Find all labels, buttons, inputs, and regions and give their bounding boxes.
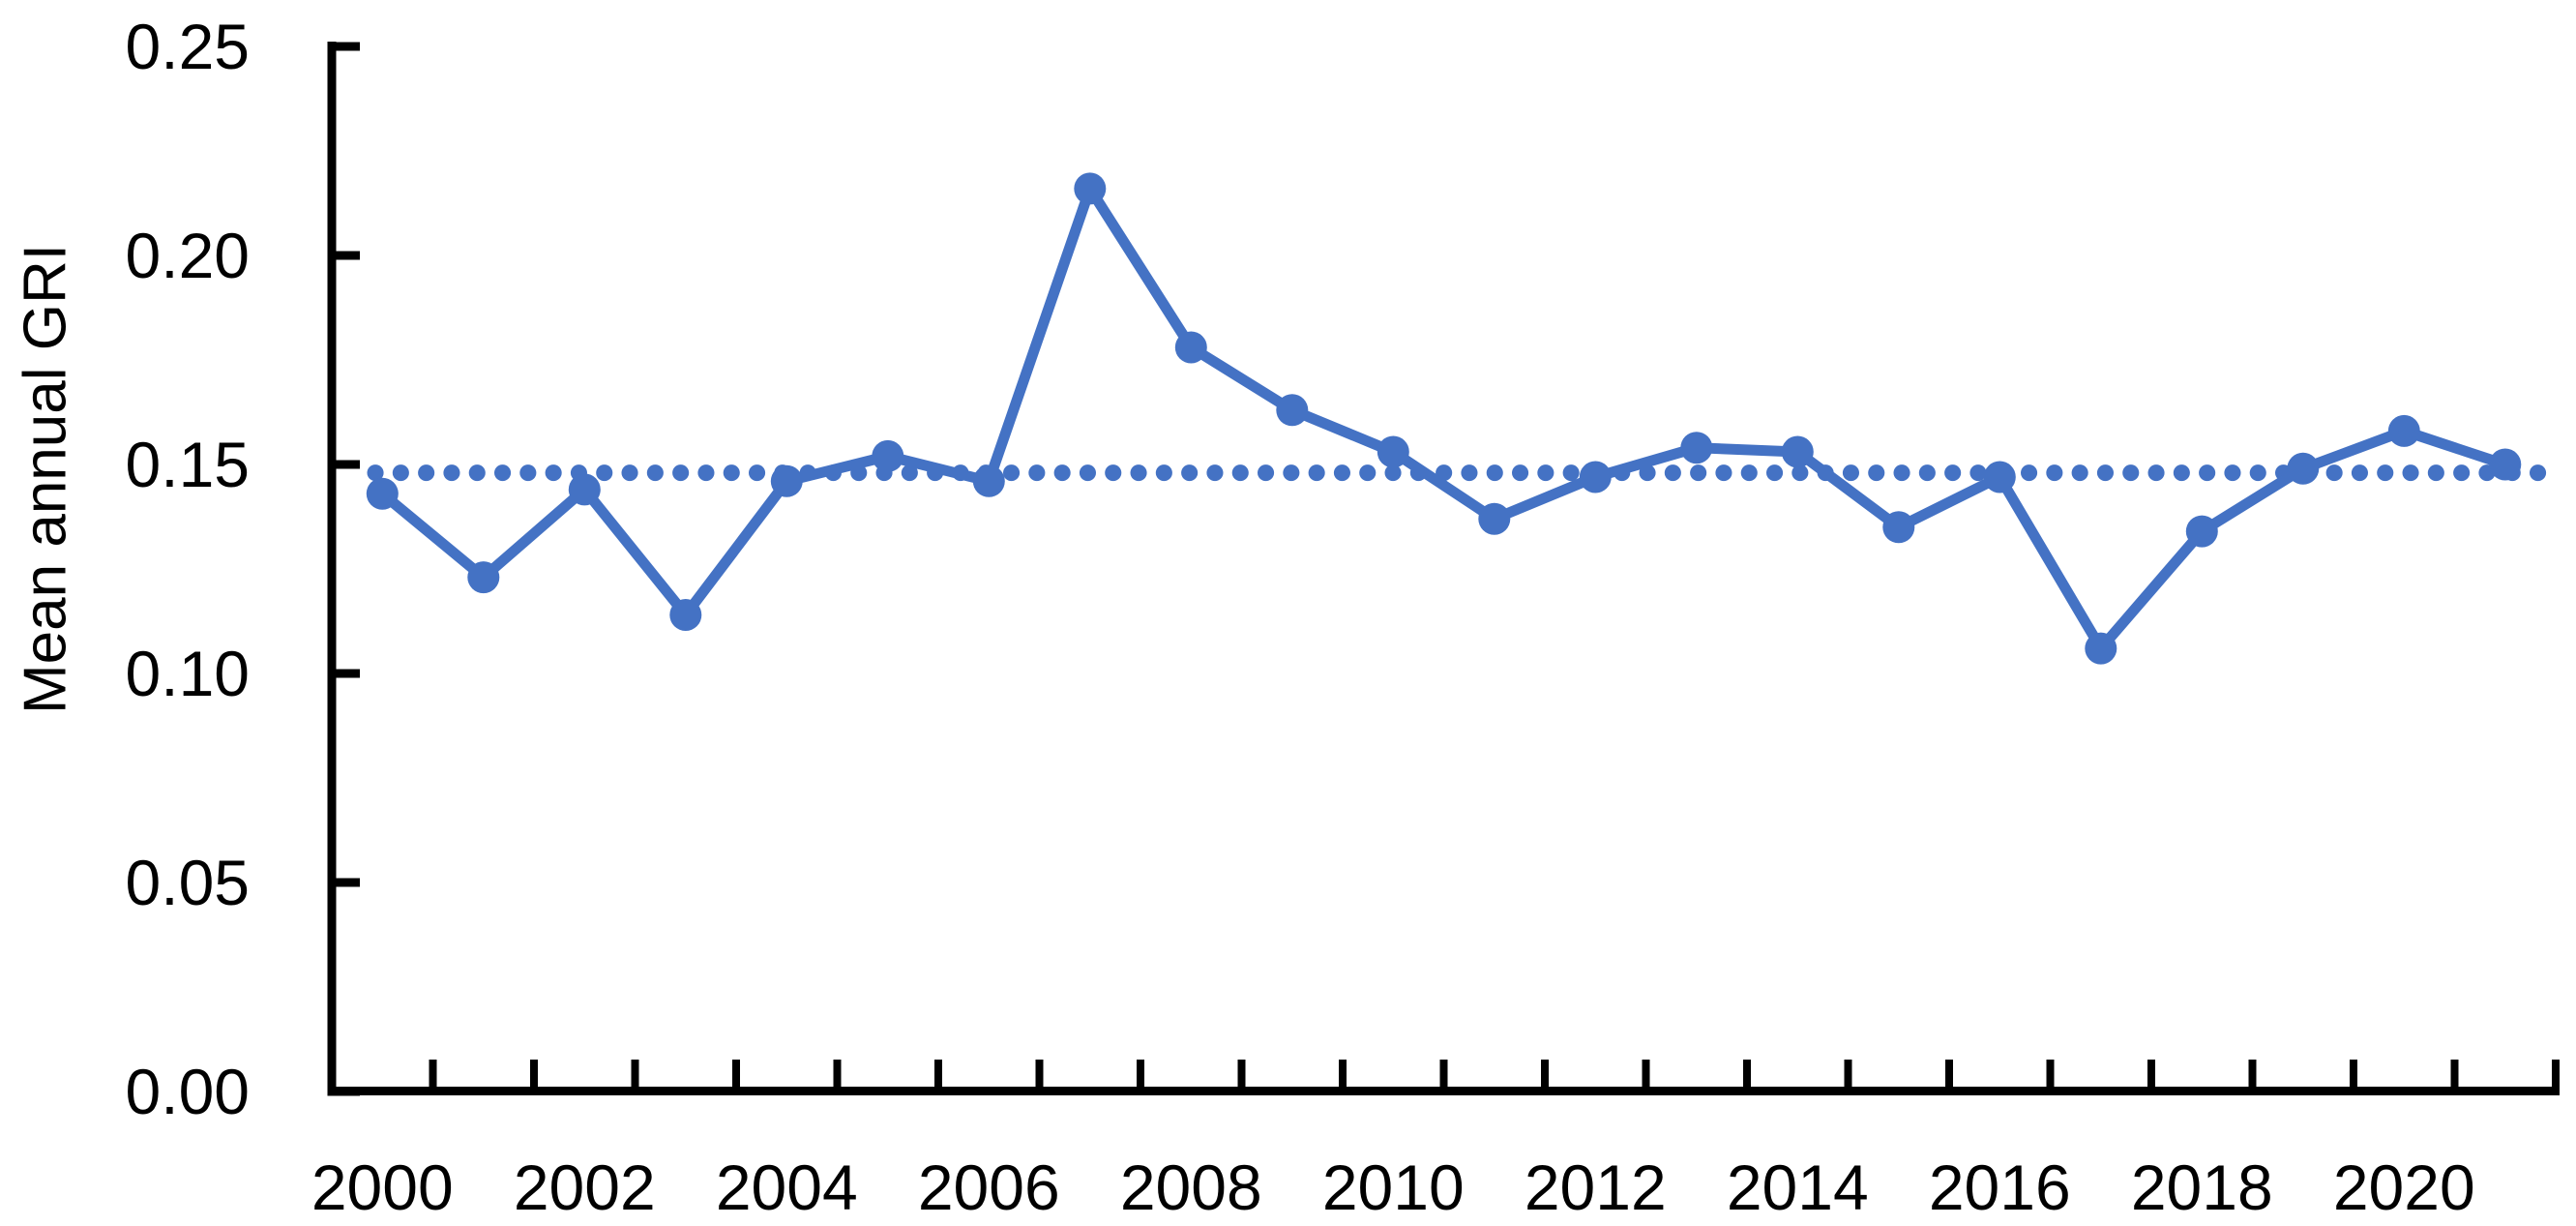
x-tick-label-2014: 2014 [1727,1151,1869,1223]
data-point-2006 [972,464,1005,497]
data-point-2012 [1579,461,1612,493]
y-tick-label-0.15: 0.15 [126,429,250,500]
data-point-2004 [770,464,803,497]
data-point-2021 [2489,448,2522,481]
data-point-2017 [2085,632,2117,665]
y-tick-label-0.25: 0.25 [126,11,250,82]
x-tick-label-2020: 2020 [2333,1151,2475,1223]
data-point-2020 [2387,414,2420,447]
data-point-2000 [366,477,399,510]
data-point-2001 [467,561,500,594]
y-tick-label-0.20: 0.20 [126,220,250,291]
data-point-2009 [1276,394,1309,427]
x-tick-label-2010: 2010 [1322,1151,1465,1223]
data-point-2019 [2287,452,2320,485]
data-point-2010 [1377,435,1409,468]
y-tick-label-0.00: 0.00 [126,1056,250,1127]
data-point-2008 [1174,331,1207,364]
data-point-2014 [1781,435,1814,468]
x-tick-label-2004: 2004 [716,1151,858,1223]
x-tick-label-2008: 2008 [1120,1151,1262,1223]
data-point-2003 [669,599,702,631]
x-tick-label-2006: 2006 [918,1151,1060,1223]
x-tick-label-2002: 2002 [514,1151,656,1223]
y-tick-label-0.10: 0.10 [126,638,250,709]
x-tick-label-2018: 2018 [2131,1151,2273,1223]
data-point-2013 [1680,432,1713,464]
data-point-2016 [1983,461,2016,493]
y-axis-title: Mean annual GRI [13,244,79,714]
data-point-2011 [1478,502,1511,535]
x-tick-label-2012: 2012 [1525,1151,1667,1223]
y-tick-label-0.05: 0.05 [126,847,250,918]
x-tick-label-2000: 2000 [311,1151,454,1223]
data-point-2002 [568,473,601,506]
data-point-2007 [1074,172,1107,205]
data-point-2015 [1882,511,1915,544]
data-point-2018 [2185,515,2218,548]
x-tick-label-2016: 2016 [1929,1151,2071,1223]
series-line [376,183,2511,654]
data-point-2005 [872,439,904,472]
